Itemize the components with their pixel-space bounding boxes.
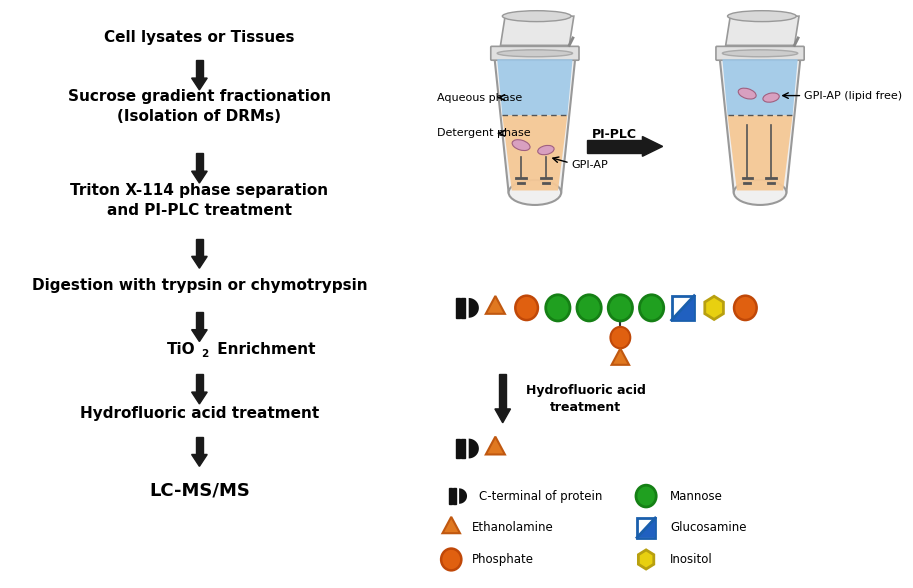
Polygon shape [195, 374, 203, 392]
FancyBboxPatch shape [491, 46, 579, 60]
Circle shape [577, 295, 602, 321]
Polygon shape [672, 296, 694, 320]
Text: 2: 2 [201, 349, 208, 359]
Circle shape [608, 295, 633, 321]
Ellipse shape [722, 50, 798, 57]
Polygon shape [192, 455, 207, 466]
Polygon shape [500, 16, 574, 45]
Polygon shape [192, 330, 207, 342]
Text: GPI-AP: GPI-AP [572, 160, 608, 170]
Circle shape [515, 296, 538, 320]
Polygon shape [443, 517, 460, 533]
Text: TiO: TiO [167, 342, 195, 357]
Polygon shape [192, 78, 207, 90]
Text: GPI-AP (lipid free): GPI-AP (lipid free) [804, 91, 902, 101]
Polygon shape [486, 296, 505, 314]
Polygon shape [726, 16, 799, 45]
Ellipse shape [502, 11, 572, 22]
Text: LC-MS/MS: LC-MS/MS [149, 481, 250, 499]
Polygon shape [195, 153, 203, 171]
Text: C-terminal of protein: C-terminal of protein [478, 490, 603, 503]
Polygon shape [195, 239, 203, 256]
Polygon shape [195, 60, 203, 78]
Polygon shape [728, 115, 792, 191]
Ellipse shape [509, 180, 561, 205]
Text: Hydrofluoric acid treatment: Hydrofluoric acid treatment [79, 406, 319, 422]
Polygon shape [643, 136, 663, 156]
Text: Digestion with trypsin or chymotrypsin: Digestion with trypsin or chymotrypsin [32, 278, 367, 293]
Polygon shape [612, 349, 629, 365]
Bar [456, 439, 460, 459]
Polygon shape [495, 409, 510, 423]
Ellipse shape [739, 88, 756, 99]
Polygon shape [499, 374, 507, 409]
Polygon shape [637, 518, 656, 537]
Text: Cell lysates or Tissues: Cell lysates or Tissues [104, 30, 295, 45]
Polygon shape [192, 392, 207, 404]
Text: Glucosamine: Glucosamine [670, 522, 747, 534]
Text: Mannose: Mannose [670, 490, 723, 503]
Text: Hydrofluoric acid
treatment: Hydrofluoric acid treatment [526, 384, 645, 414]
Bar [449, 489, 452, 504]
Text: PI-PLC: PI-PLC [593, 128, 637, 141]
Polygon shape [502, 115, 567, 191]
Ellipse shape [763, 93, 780, 102]
Circle shape [546, 295, 570, 321]
PathPatch shape [459, 489, 467, 504]
Polygon shape [486, 437, 505, 455]
Ellipse shape [512, 140, 530, 151]
Circle shape [441, 549, 461, 570]
Bar [456, 298, 460, 318]
Polygon shape [719, 57, 801, 192]
Circle shape [639, 295, 664, 321]
Ellipse shape [538, 145, 554, 155]
Ellipse shape [498, 50, 572, 57]
Ellipse shape [728, 11, 796, 22]
Text: Aqueous phase: Aqueous phase [436, 92, 522, 102]
Polygon shape [192, 171, 207, 183]
Bar [453, 489, 456, 504]
PathPatch shape [468, 439, 478, 459]
Polygon shape [638, 550, 654, 569]
Circle shape [734, 296, 757, 320]
Ellipse shape [734, 180, 786, 205]
Text: Detergent phase: Detergent phase [436, 128, 530, 138]
Polygon shape [637, 518, 656, 537]
Text: Inositol: Inositol [670, 553, 713, 566]
Polygon shape [498, 59, 572, 115]
Circle shape [636, 485, 656, 507]
Text: Sucrose gradient fractionation
(Isolation of DRMs): Sucrose gradient fractionation (Isolatio… [68, 89, 331, 124]
PathPatch shape [468, 298, 478, 318]
Polygon shape [672, 296, 694, 320]
Text: Triton X-114 phase separation
and PI-PLC treatment: Triton X-114 phase separation and PI-PLC… [70, 183, 329, 218]
Polygon shape [722, 59, 798, 115]
Polygon shape [587, 140, 643, 153]
Polygon shape [705, 296, 723, 319]
Polygon shape [495, 57, 575, 192]
FancyBboxPatch shape [716, 46, 804, 60]
Text: Enrichment: Enrichment [213, 342, 316, 357]
Polygon shape [195, 437, 203, 455]
Text: Phosphate: Phosphate [471, 553, 533, 566]
Bar [461, 298, 465, 318]
Bar [461, 439, 465, 459]
Text: Ethanolamine: Ethanolamine [471, 522, 553, 534]
Circle shape [611, 327, 630, 348]
Polygon shape [195, 312, 203, 330]
Polygon shape [192, 256, 207, 268]
